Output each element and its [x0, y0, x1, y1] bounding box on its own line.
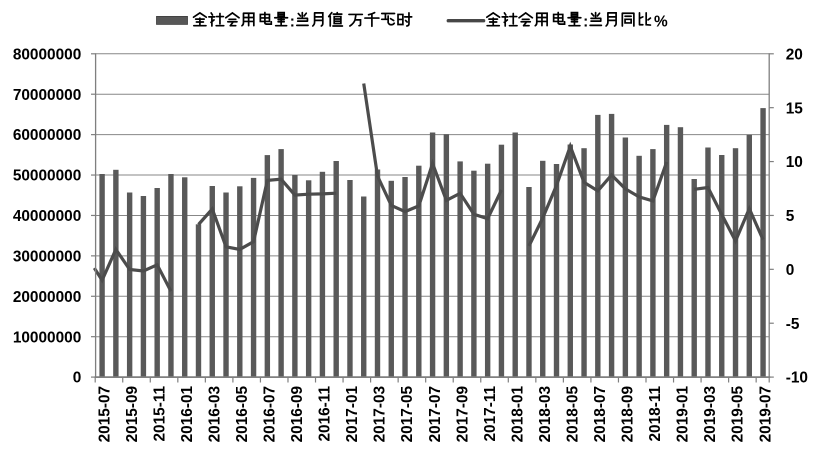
svg-text:2019-01: 2019-01 [675, 385, 692, 442]
svg-text:2016-09: 2016-09 [289, 386, 306, 442]
svg-text:2018-01: 2018-01 [509, 385, 526, 442]
svg-text:2017-11: 2017-11 [482, 385, 499, 441]
svg-text:80000000: 80000000 [13, 46, 81, 63]
svg-text:2016-11: 2016-11 [317, 385, 334, 441]
svg-text:2015-07: 2015-07 [96, 386, 113, 442]
svg-text:2019-07: 2019-07 [757, 386, 774, 442]
svg-text:10000000: 10000000 [13, 329, 81, 346]
svg-text:2017-01: 2017-01 [344, 385, 361, 442]
svg-text:0: 0 [786, 262, 795, 279]
svg-text:20: 20 [786, 46, 803, 63]
svg-text:2018-11: 2018-11 [647, 385, 664, 441]
svg-text:%: % [654, 13, 668, 30]
svg-text:2017-03: 2017-03 [372, 386, 389, 442]
svg-text:2018-03: 2018-03 [537, 386, 554, 442]
svg-text:2016-05: 2016-05 [234, 385, 251, 442]
svg-text:15: 15 [786, 100, 804, 117]
svg-text::: : [290, 13, 295, 30]
svg-text:2017-07: 2017-07 [427, 386, 444, 442]
svg-text:50000000: 50000000 [13, 168, 81, 185]
svg-text:0: 0 [73, 370, 82, 387]
svg-text:40000000: 40000000 [13, 208, 81, 225]
svg-text:70000000: 70000000 [13, 87, 81, 104]
svg-text:2018-05: 2018-05 [564, 385, 581, 442]
svg-text:2015-11: 2015-11 [151, 385, 168, 441]
svg-text:60000000: 60000000 [13, 127, 81, 144]
svg-text:10: 10 [786, 154, 803, 171]
svg-text:20000000: 20000000 [13, 289, 81, 306]
svg-text:2018-09: 2018-09 [620, 386, 637, 442]
svg-text:2017-05: 2017-05 [399, 385, 416, 442]
svg-text:-5: -5 [786, 316, 800, 333]
svg-text:2016-03: 2016-03 [206, 386, 223, 442]
svg-text:2015-09: 2015-09 [124, 386, 141, 442]
svg-text:5: 5 [786, 208, 795, 225]
svg-text:2017-09: 2017-09 [454, 386, 471, 442]
svg-text:2018-07: 2018-07 [592, 386, 609, 442]
svg-text:2019-05: 2019-05 [730, 385, 747, 442]
svg-text:2019-03: 2019-03 [702, 386, 719, 442]
svg-text:2016-01: 2016-01 [179, 385, 196, 442]
svg-text::: : [583, 13, 588, 30]
svg-text:2016-07: 2016-07 [262, 386, 279, 442]
svg-text:30000000: 30000000 [13, 248, 81, 265]
svg-text:-10: -10 [786, 370, 808, 387]
